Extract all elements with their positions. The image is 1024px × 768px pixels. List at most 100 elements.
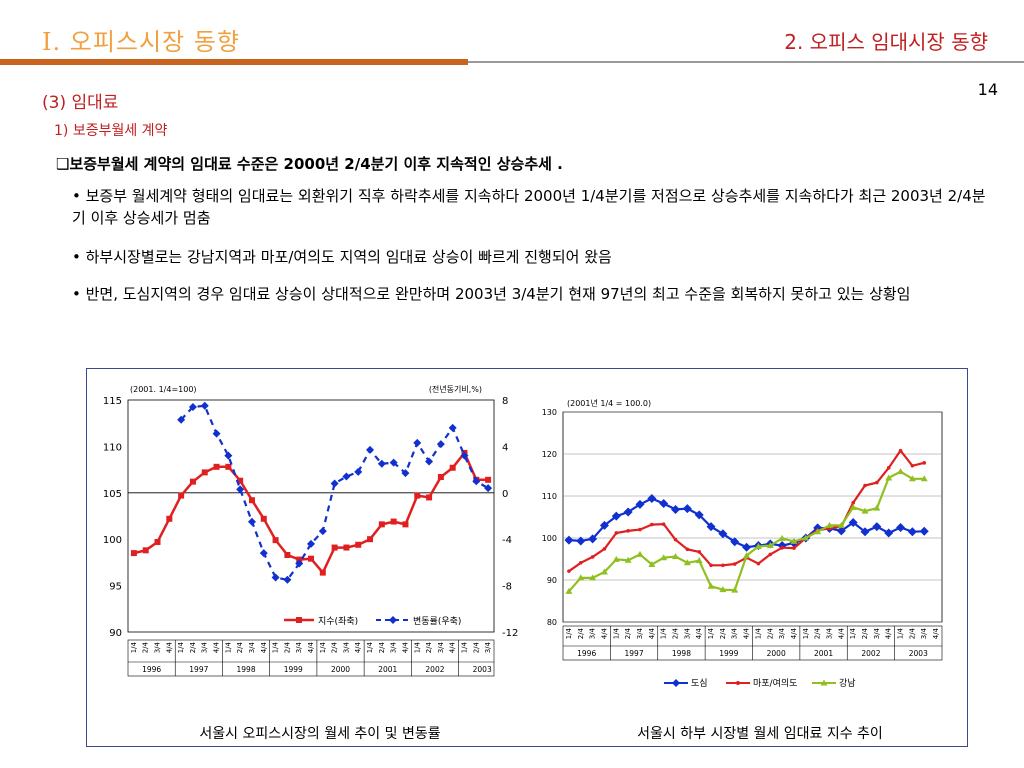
index-point bbox=[367, 536, 374, 543]
index-point bbox=[331, 544, 338, 551]
data-point bbox=[792, 546, 796, 550]
index-point bbox=[414, 492, 421, 499]
data-point bbox=[851, 500, 855, 505]
data-point bbox=[754, 542, 762, 549]
change-point bbox=[413, 438, 422, 447]
x-quarter-label: 2/4 bbox=[236, 641, 244, 653]
x-quarter-label: 2/4 bbox=[766, 627, 774, 639]
x-quarter-label: 3/4 bbox=[920, 627, 928, 639]
data-point bbox=[756, 561, 761, 566]
data-point bbox=[849, 503, 857, 510]
legend-index-marker bbox=[296, 617, 302, 623]
x-quarter-label: 1/4 bbox=[802, 627, 810, 639]
x-quarter-label: 2/4 bbox=[472, 641, 480, 653]
x-quarter-label: 3/4 bbox=[390, 641, 398, 653]
change-point bbox=[425, 457, 434, 466]
right-axis-note: (전년동기비,%) bbox=[429, 384, 482, 394]
data-point bbox=[814, 528, 822, 535]
y-tick-label: 130 bbox=[542, 408, 557, 417]
index-point bbox=[178, 492, 185, 499]
data-point bbox=[919, 526, 929, 536]
x-year-label: 1996 bbox=[577, 649, 596, 658]
data-point bbox=[863, 483, 867, 488]
data-point bbox=[648, 560, 656, 567]
x-quarter-label: 2/4 bbox=[331, 641, 339, 653]
y-tick-label: 100 bbox=[542, 534, 557, 543]
x-year-label: 2003 bbox=[473, 665, 492, 674]
x-year-label: 2000 bbox=[767, 649, 786, 658]
x-quarter-label: 1/4 bbox=[612, 627, 620, 639]
data-point bbox=[697, 550, 702, 554]
index-point bbox=[166, 515, 173, 522]
legend-marker bbox=[672, 679, 680, 687]
change-point bbox=[200, 401, 209, 410]
data-point bbox=[707, 582, 715, 589]
data-point bbox=[922, 461, 927, 465]
change-point bbox=[307, 539, 315, 548]
legend-label: 마포/여의도 bbox=[753, 677, 797, 689]
section-title: Ⅰ. 오피스시장 동향 bbox=[42, 28, 240, 56]
x-quarter-label: 3/4 bbox=[437, 641, 445, 653]
change-point bbox=[247, 517, 256, 526]
data-point bbox=[743, 552, 751, 559]
x-quarter-label: 3/4 bbox=[731, 627, 739, 639]
data-point bbox=[650, 522, 654, 527]
data-point bbox=[885, 474, 893, 481]
legend-index-label: 지수(좌축) bbox=[318, 616, 358, 627]
series-line bbox=[568, 497, 925, 549]
data-point bbox=[635, 499, 645, 509]
change-point bbox=[224, 451, 233, 460]
x-year-label: 1998 bbox=[672, 649, 691, 658]
index-point bbox=[260, 515, 267, 522]
data-point bbox=[600, 568, 608, 575]
index-point bbox=[237, 477, 244, 484]
index-point bbox=[213, 463, 220, 470]
change-point bbox=[318, 527, 327, 536]
x-quarter-label: 3/4 bbox=[589, 627, 597, 639]
x-year-label: 1996 bbox=[142, 665, 161, 674]
data-point bbox=[599, 520, 609, 530]
x-year-label: 1999 bbox=[719, 649, 738, 658]
y2-tick-label: -8 bbox=[502, 582, 512, 593]
x-year-label: 2001 bbox=[378, 665, 397, 674]
x-quarter-label: 4/4 bbox=[648, 627, 656, 639]
index-point bbox=[319, 569, 326, 576]
change-point bbox=[177, 415, 186, 424]
data-point bbox=[614, 531, 619, 535]
index-point bbox=[485, 476, 492, 483]
x-quarter-label: 2/4 bbox=[142, 641, 150, 653]
change-point bbox=[330, 479, 339, 488]
change-point bbox=[389, 458, 398, 467]
data-point bbox=[719, 586, 727, 593]
x-quarter-label: 3/4 bbox=[342, 641, 350, 653]
data-point bbox=[860, 527, 870, 537]
data-point bbox=[626, 529, 630, 533]
x-quarter-label: 1/4 bbox=[319, 641, 327, 653]
x-year-label: 1998 bbox=[237, 665, 256, 674]
x-quarter-label: 3/4 bbox=[295, 641, 303, 653]
data-point bbox=[836, 526, 846, 536]
data-point bbox=[721, 563, 725, 568]
data-point bbox=[661, 522, 666, 526]
data-point bbox=[875, 480, 879, 485]
x-quarter-label: 2/4 bbox=[189, 641, 197, 653]
x-quarter-label: 3/4 bbox=[154, 641, 162, 653]
index-point bbox=[142, 547, 149, 554]
header-divider bbox=[0, 61, 1024, 63]
data-point bbox=[802, 534, 810, 541]
chart-frame bbox=[86, 368, 968, 747]
x-quarter-label: 3/4 bbox=[484, 641, 492, 653]
y2-tick-label: 0 bbox=[502, 489, 508, 500]
data-point bbox=[682, 504, 692, 514]
x-quarter-label: 4/4 bbox=[401, 641, 409, 653]
data-point bbox=[612, 555, 620, 562]
x-year-label: 2002 bbox=[425, 665, 444, 674]
legend-change-marker bbox=[389, 616, 397, 624]
x-year-label: 2002 bbox=[861, 649, 880, 658]
data-point bbox=[636, 550, 644, 557]
y-tick-label: 105 bbox=[103, 489, 122, 500]
change-point bbox=[295, 559, 304, 568]
header-accent-bar bbox=[0, 59, 468, 65]
x-quarter-label: 1/4 bbox=[849, 627, 857, 639]
